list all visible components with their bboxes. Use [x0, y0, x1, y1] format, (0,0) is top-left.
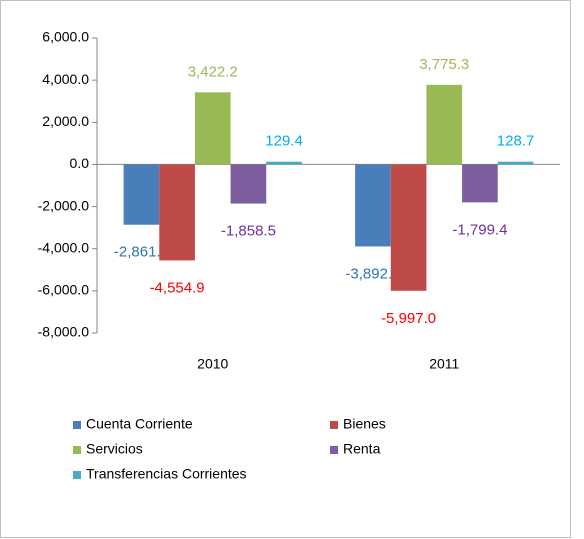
data-label: 3,422.2 [188, 63, 238, 80]
legend-swatch [73, 446, 81, 454]
legend-label: Transferencias Corrientes [86, 466, 247, 482]
legend-swatch [330, 446, 338, 454]
legend-swatch [330, 421, 338, 429]
data-label: -3,892.4 [345, 265, 400, 282]
legend-swatch [73, 421, 81, 429]
y-tick-label: 6,000.0 [42, 29, 89, 45]
bar [390, 164, 427, 291]
bar [355, 164, 391, 247]
y-tick-label: -6,000.0 [38, 282, 90, 298]
bar [462, 164, 498, 203]
legend-swatch [73, 471, 81, 479]
legend-label: Renta [343, 441, 381, 457]
y-tick-label: 4,000.0 [42, 71, 89, 87]
y-tick-label: 0.0 [70, 155, 90, 171]
data-label: 128.7 [497, 133, 535, 150]
y-tick-label: -4,000.0 [38, 239, 90, 255]
bar [159, 164, 195, 261]
data-label: -1,799.4 [452, 221, 507, 238]
legend-label: Bienes [343, 416, 386, 432]
bar [266, 161, 302, 165]
data-label: -5,997.0 [381, 310, 436, 327]
y-tick-label: 2,000.0 [42, 113, 89, 129]
data-label: -4,554.9 [150, 279, 205, 296]
y-tick-label: -2,000.0 [38, 197, 90, 213]
data-label: 129.4 [265, 133, 303, 150]
bar [497, 161, 534, 165]
data-label: -1,858.5 [221, 223, 276, 240]
data-label: -2,861.8 [114, 244, 169, 261]
legend-label: Cuenta Corriente [86, 416, 193, 432]
x-tick-label: 2010 [197, 356, 228, 372]
data-label: 3,775.3 [419, 56, 469, 73]
bar [426, 84, 463, 165]
y-tick-label: -8,000.0 [38, 324, 90, 340]
legend-label: Servicios [86, 441, 143, 457]
chart-border [0, 0, 571, 538]
bar [194, 92, 231, 165]
bar [123, 164, 160, 225]
bar [230, 164, 267, 204]
x-tick-label: 2011 [429, 356, 459, 372]
